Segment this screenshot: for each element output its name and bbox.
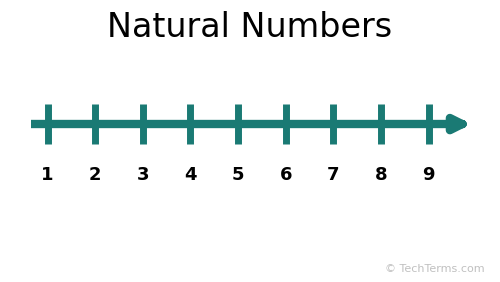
Text: Natural Numbers: Natural Numbers: [108, 11, 393, 44]
Text: 9: 9: [422, 166, 435, 184]
Text: 5: 5: [232, 166, 244, 184]
Text: 6: 6: [280, 166, 292, 184]
Text: 1: 1: [42, 166, 54, 184]
Text: 3: 3: [136, 166, 149, 184]
Text: 4: 4: [184, 166, 196, 184]
Text: 7: 7: [327, 166, 340, 184]
Text: 2: 2: [89, 166, 102, 184]
Text: 8: 8: [374, 166, 388, 184]
Text: © TechTerms.com: © TechTerms.com: [386, 264, 485, 274]
